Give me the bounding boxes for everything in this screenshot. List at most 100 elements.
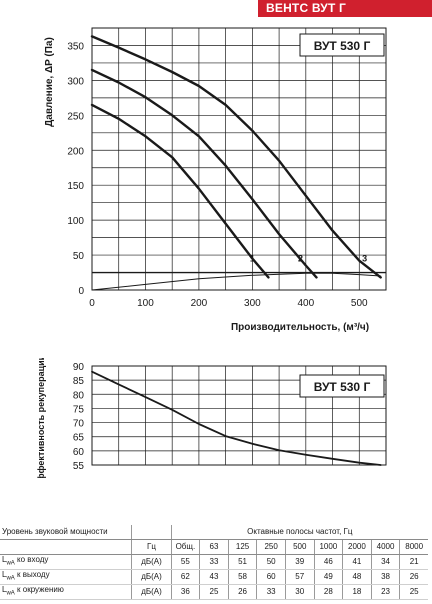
- efficiency-frame: [91, 365, 387, 466]
- pressure-xtick: 500: [351, 298, 368, 309]
- noise-cell: 25: [399, 584, 428, 600]
- pressure-ytick: 0: [78, 286, 84, 297]
- noise-cell: 25: [199, 584, 229, 600]
- noise-col-head: 500: [284, 539, 315, 555]
- efficiency-grid: [91, 365, 387, 466]
- noise-cell: 21: [399, 554, 428, 570]
- pressure-ylabel: Давление, ΔP (Па): [44, 37, 55, 127]
- noise-row-unit: дБ(А): [131, 584, 172, 600]
- pressure-ytick: 100: [67, 216, 84, 227]
- efficiency-ytick: 55: [73, 461, 85, 472]
- noise-row-label-prefix: L: [2, 585, 7, 595]
- noise-cell: 28: [313, 584, 343, 600]
- efficiency-ytick: 65: [73, 433, 85, 444]
- noise-empty: [0, 539, 132, 555]
- noise-col-head: 63: [199, 539, 229, 555]
- pressure-xtick: 400: [297, 298, 314, 309]
- noise-cell: 26: [399, 569, 428, 585]
- efficiency-ytick: 70: [73, 419, 85, 430]
- noise-col-head: 2000: [342, 539, 372, 555]
- noise-row-label: LwA ко входу: [0, 554, 132, 570]
- noise-row-label-prefix: L: [2, 570, 7, 580]
- pressure-ytick: 200: [67, 146, 84, 157]
- pressure-frame: [91, 27, 387, 291]
- pressure-curve-3: [90, 35, 382, 279]
- pressure-curve-1: [90, 103, 270, 279]
- noise-cell: 30: [284, 584, 315, 600]
- noise-cell: 34: [370, 554, 400, 570]
- noise-row-label-text: к выходу: [14, 570, 50, 580]
- noise-cell: 48: [342, 569, 372, 585]
- header-bar: [258, 0, 432, 17]
- noise-cell: 57: [284, 569, 315, 585]
- noise-row-label-sub: wA: [6, 560, 15, 567]
- noise-table: Уровень звуковой мощности Октавные полос…: [0, 525, 432, 600]
- noise-row: LwA к окружению дБ(А) 36 25 26 33 30 28 18 23 25: [0, 584, 428, 600]
- noise-cell: 33: [256, 584, 286, 600]
- efficiency-ytick: 90: [73, 362, 85, 373]
- pressure-xtick: 100: [137, 298, 154, 309]
- noise-col-head: 250: [256, 539, 286, 555]
- noise-cell: 39: [284, 554, 315, 570]
- noise-col-head: 125: [227, 539, 257, 555]
- noise-row-label: LwA к выходу: [0, 569, 132, 585]
- noise-col-head: 4000: [370, 539, 400, 555]
- pressure-curve-label: 1: [250, 253, 255, 263]
- noise-row-label-sub: wA: [6, 590, 15, 597]
- noise-row: LwA ко входу дБ(А) 55 33 51 50 39 46 41 34 21: [0, 554, 428, 570]
- noise-row-label-text: к окружению: [14, 585, 64, 595]
- noise-cell: 43: [199, 569, 229, 585]
- efficiency-ytick: 75: [73, 404, 85, 415]
- efficiency-model-label: ВУТ 530 Г: [314, 380, 371, 394]
- noise-cell: 62: [170, 569, 200, 585]
- efficiency-ticks: 55 60 65 70 75 80 85 90: [73, 362, 85, 472]
- efficiency-ylabel: эффективность рекуперации, %: [36, 358, 46, 478]
- noise-cell: 23: [370, 584, 400, 600]
- noise-row: LwA к выходу дБ(А) 62 43 58 60 57 49 48 38 26: [0, 569, 428, 585]
- noise-row-label-sub: wA: [6, 575, 15, 582]
- pressure-chart: 1 2 3 0 100 200 300 400 500 0 50 100 150 200 250 300 35…: [44, 27, 387, 333]
- efficiency-ytick: 60: [73, 447, 85, 458]
- efficiency-chart: 55 60 65 70 75 80 85 90 ВУТ 530 Г эффективность…: [36, 358, 387, 478]
- pressure-ytick: 300: [67, 76, 84, 87]
- noise-col-head: Общ.: [170, 539, 200, 555]
- efficiency-curve: [91, 370, 382, 466]
- pressure-grid: [91, 27, 387, 291]
- pressure-ytick: 150: [67, 181, 84, 192]
- pressure-model-label: ВУТ 530 Г: [314, 39, 371, 53]
- noise-row-unit: дБ(А): [131, 554, 172, 570]
- pressure-curve-2: [90, 68, 318, 279]
- pressure-curve-label: 2: [298, 253, 303, 263]
- noise-cell: 50: [256, 554, 286, 570]
- pressure-ticks: 0 100 200 300 400 500 0 50 100 150 200 250 300 350: [67, 41, 368, 309]
- noise-row-label: LwA к окружению: [0, 584, 132, 600]
- pressure-model-box: [299, 33, 385, 57]
- noise-cell: 38: [370, 569, 400, 585]
- pressure-series: 1 2 3: [90, 35, 386, 291]
- pressure-xtick: 200: [191, 298, 208, 309]
- noise-title: Уровень звуковой мощности: [0, 525, 132, 540]
- noise-row-unit: дБ(А): [131, 569, 172, 585]
- pressure-curve-label: 3: [362, 253, 367, 263]
- pressure-ytick: 350: [67, 41, 84, 52]
- noise-row-label-prefix: L: [2, 555, 7, 565]
- pressure-system-curve: [91, 272, 382, 291]
- efficiency-model-box: [299, 374, 385, 398]
- pressure-ytick: 250: [67, 111, 84, 122]
- noise-cell: 46: [313, 554, 343, 570]
- noise-cell: 60: [256, 569, 286, 585]
- noise-cell: 33: [199, 554, 229, 570]
- efficiency-series: [91, 370, 382, 466]
- noise-col-head: 1000: [313, 539, 343, 555]
- noise-row-label-text: ко входу: [14, 555, 49, 565]
- noise-cell: 41: [342, 554, 372, 570]
- efficiency-ytick: 80: [73, 390, 85, 401]
- pressure-xtick: 0: [89, 298, 95, 309]
- noise-hz-label: Гц: [131, 539, 172, 555]
- pressure-ytick: 50: [73, 251, 85, 262]
- noise-cell: 49: [313, 569, 343, 585]
- noise-cell: 18: [342, 584, 372, 600]
- noise-cell: 58: [227, 569, 257, 585]
- header-title: ВЕНТС ВУТ Г: [266, 1, 347, 15]
- pressure-xlabel: Производительность, (м³/ч): [231, 322, 369, 333]
